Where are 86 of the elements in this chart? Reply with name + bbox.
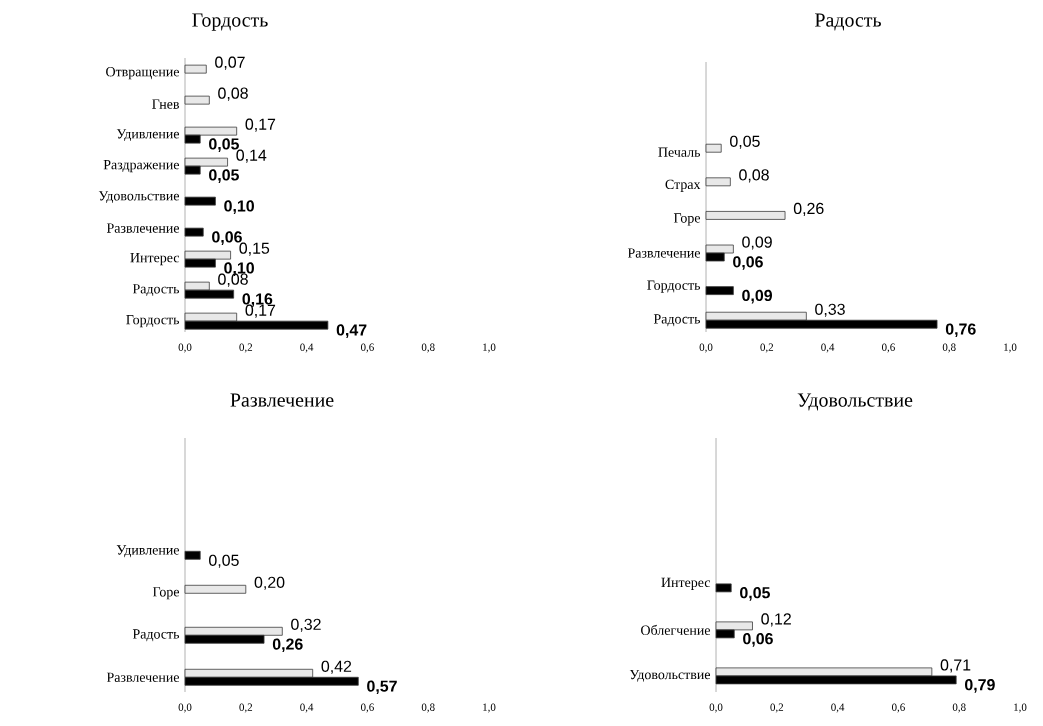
bar [184,95,210,105]
y-tick-label: Интерес [661,577,711,590]
bar [184,64,207,74]
data-label: 0,71 [940,659,971,673]
data-label: 0,05 [209,169,239,183]
y-tick-label: Удовольствие [98,191,179,204]
data-label: 0,42 [321,660,352,674]
data-label: 0,12 [761,613,791,627]
data-label: 0,79 [965,679,995,693]
y-tick-label: Страх [665,179,701,192]
y-tick-label: Горе [152,587,180,600]
x-tick-label: 0,8 [952,703,966,713]
x-tick-label: 0,8 [942,343,956,353]
data-label: 0,05 [740,587,770,601]
data-label: 0,06 [733,256,763,270]
data-label: 0,08 [218,87,248,101]
x-tick-label: 1,0 [1004,343,1017,353]
x-tick-label: 0,6 [360,343,374,353]
y-tick-label: Развлечение [627,248,700,258]
y-tick-label: Гордость [126,315,180,328]
x-tick-label: 0,2 [770,703,784,713]
data-label: 0,33 [815,303,845,317]
data-label: 0,47 [336,324,367,338]
y-tick-label: Отвращение [106,67,179,80]
y-tick-label: Интерес [130,253,180,266]
x-tick-label: 0,6 [360,703,374,713]
bar [705,177,731,187]
x-tick-label: 1,0 [483,343,496,353]
y-tick-label: Удивление [116,129,179,142]
data-label: 0,76 [945,323,976,338]
y-tick-label: Облегчение [641,624,711,635]
x-tick-label: 0,0 [178,343,192,353]
bar [184,227,204,237]
y-tick-label: Развлечение [106,672,179,682]
data-label: 0,57 [367,680,397,695]
chart-title: Удовольствие [797,393,913,411]
x-tick-label: 0,6 [891,703,905,713]
bar [184,196,216,206]
data-label: 0,05 [730,135,760,149]
x-tick-label: 0,2 [760,343,774,353]
y-tick-label: Горе [673,213,701,226]
y-tick-label: Радость [132,629,180,642]
data-label: 0,07 [215,56,245,70]
y-tick-label: Печаль [658,147,701,157]
y-tick-label: Гордость [647,280,701,293]
x-tick-label: 0,2 [239,703,253,713]
data-label: 0,26 [272,638,303,653]
data-label: 0,17 [245,118,276,132]
data-label: 0,09 [742,236,772,250]
bar [705,211,786,220]
bar [184,584,247,594]
y-tick-label: Развлечение [106,223,179,233]
chart-title: Развлечение [230,393,334,407]
data-label: 0,06 [743,633,773,647]
chart-title: Гордость [192,13,268,31]
x-tick-label: 0,4 [831,703,845,713]
bar [184,550,201,560]
x-tick-label: 0,0 [178,703,192,713]
data-label: 0,09 [742,289,772,304]
x-tick-label: 0,4 [300,703,314,713]
y-tick-label: Радость [653,314,701,327]
x-tick-label: 0,8 [421,343,435,353]
data-label: 0,32 [291,618,321,632]
bar [715,583,732,593]
data-label: 0,05 [209,554,239,568]
y-tick-label: Гнев [152,99,180,109]
bar [705,286,734,296]
data-label: 0,08 [739,169,769,183]
data-label: 0,20 [254,576,285,590]
x-tick-label: 1,0 [483,703,496,713]
x-tick-label: 0,8 [421,703,435,713]
chart-title: Радость [815,13,881,31]
y-tick-label: Радость [132,284,180,297]
data-label: 0,26 [793,202,824,216]
y-tick-label: Раздражение [103,160,180,173]
x-tick-label: 0,2 [239,343,253,353]
bar [705,143,722,153]
y-tick-label: Удовольствие [629,669,710,682]
x-tick-label: 0,4 [821,343,835,353]
x-tick-label: 1,0 [1014,703,1027,713]
x-tick-label: 0,4 [300,343,314,353]
data-label: 0,10 [224,200,254,214]
x-tick-label: 0,0 [709,703,723,713]
y-tick-label: Удивление [116,545,179,558]
x-tick-label: 0,0 [699,343,713,353]
x-tick-label: 0,6 [881,343,895,353]
